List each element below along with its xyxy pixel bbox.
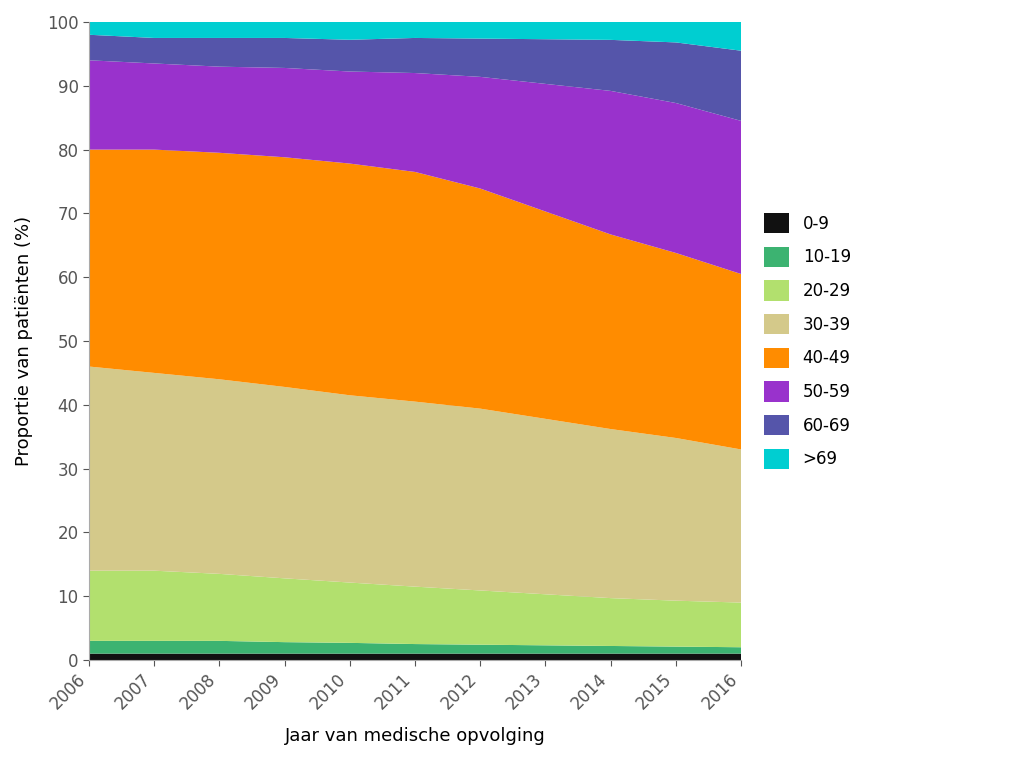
Legend: 0-9, 10-19, 20-29, 30-39, 40-49, 50-59, 60-69, >69: 0-9, 10-19, 20-29, 30-39, 40-49, 50-59, … [756, 204, 859, 477]
X-axis label: Jaar van medische opvolging: Jaar van medische opvolging [285, 727, 546, 745]
Y-axis label: Proportie van patiënten (%): Proportie van patiënten (%) [15, 216, 33, 466]
